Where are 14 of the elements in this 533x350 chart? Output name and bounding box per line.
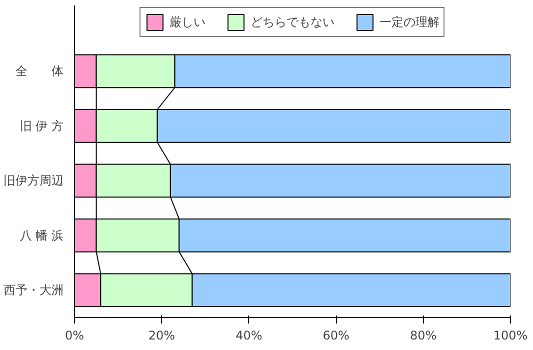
legend-label: 一定の理解 [380, 14, 440, 30]
x-tick-label: 0% [64, 328, 84, 342]
legend-label: どちらでもない [250, 14, 334, 30]
x-tick-label: 60% [322, 328, 350, 342]
x-tick-label: 40% [236, 328, 262, 342]
x-tick-label: 100% [493, 328, 528, 342]
y-tick-label: 八 幡 浜 [20, 228, 64, 242]
y-tick-label: 西予・大洲 [4, 283, 64, 298]
x-tick-label: 80% [410, 328, 437, 342]
legend-label: 厳しい [170, 14, 206, 30]
x-tick-label: 20% [148, 328, 176, 342]
y-tick-label: 旧伊方周辺 [4, 174, 64, 188]
y-tick-label: 旧 伊 方 [20, 118, 64, 133]
y-tick-label: 全 体 [16, 64, 64, 78]
